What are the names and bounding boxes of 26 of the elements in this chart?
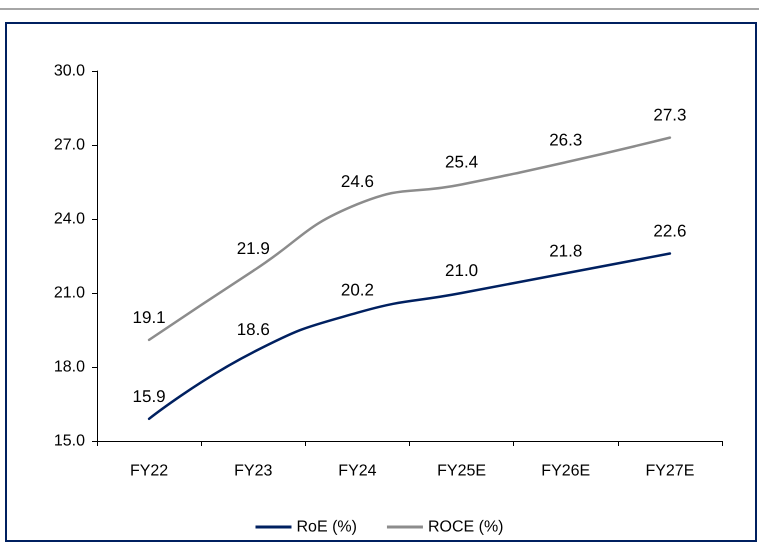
y-tick-label: 18.0 (54, 358, 86, 376)
data-label: 21.9 (236, 238, 270, 258)
data-label: 21.8 (549, 241, 582, 260)
data-label: 15.9 (132, 386, 166, 406)
x-tick-label: FY22 (130, 462, 168, 480)
x-tick-label: FY23 (234, 462, 272, 480)
y-tick-label: 24.0 (54, 210, 86, 228)
x-tick-label: FY25E (437, 462, 486, 480)
legend-label: RoE (%) (296, 518, 357, 536)
x-tick-label: FY27E (645, 462, 694, 480)
y-tick-label: 15.0 (54, 432, 86, 450)
y-tick-label: 21.0 (54, 284, 86, 302)
data-label: 25.4 (445, 152, 478, 172)
data-label: 26.3 (549, 130, 582, 150)
data-label: 18.6 (236, 320, 270, 340)
y-tick-label: 30.0 (54, 62, 86, 80)
data-label: 22.6 (653, 222, 686, 241)
data-label: 21.0 (445, 261, 478, 280)
data-label: 27.3 (653, 106, 686, 125)
legend-label: ROCE (%) (428, 518, 504, 536)
data-label: 20.2 (340, 280, 374, 300)
x-tick-label: FY26E (541, 462, 590, 480)
data-label: 24.6 (340, 172, 374, 192)
y-tick-label: 27.0 (54, 136, 86, 154)
data-label: 19.1 (132, 308, 166, 327)
x-tick-label: FY24 (338, 462, 377, 480)
